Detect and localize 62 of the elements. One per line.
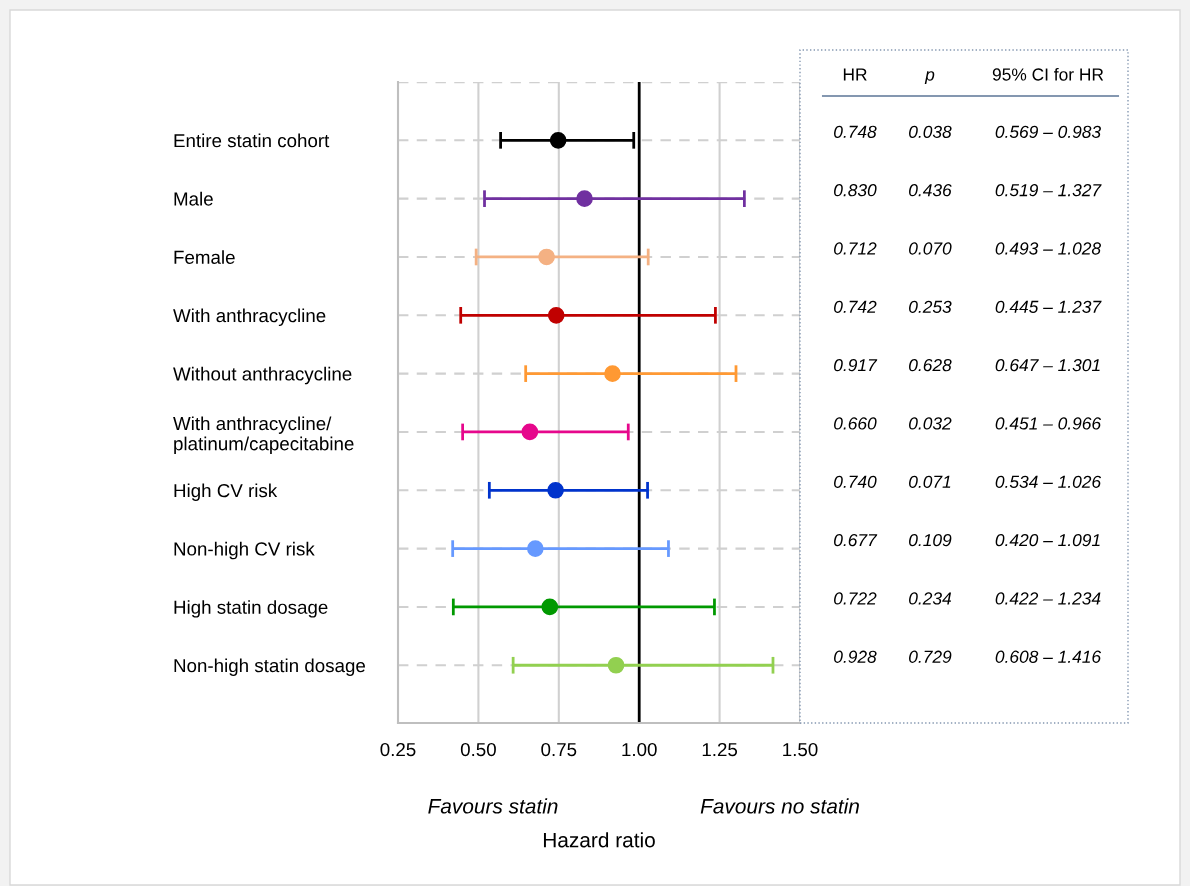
text: 0.647 – 1.301	[995, 359, 1100, 372]
point	[521, 423, 539, 441]
y-tick-label: With anthracycline	[173, 308, 326, 326]
text: 0.534 – 1.026	[995, 475, 1102, 488]
data-label: 0.677	[834, 533, 878, 547]
text: 0.420 – 1.091	[995, 533, 1100, 547]
y-tick-label: High statin dosage	[174, 600, 328, 618]
y-tick-label: Non-high statin dosage	[174, 658, 365, 676]
text: 0.253	[909, 300, 952, 313]
x-axis-title: Hazard ratio	[543, 832, 655, 848]
text: 0.569 – 0.983	[995, 125, 1101, 138]
data-label: 0.722	[834, 592, 877, 605]
text: 0.608 – 1.416	[995, 650, 1102, 663]
text: 0.519 – 1.327	[995, 184, 1102, 197]
text: 0.071	[909, 475, 951, 488]
x-tick-label: 0.50	[460, 742, 496, 757]
data-label: 0.742	[834, 300, 877, 313]
y-tick-label: Entire statin cohort	[174, 133, 330, 148]
text: Favours no statin	[700, 798, 859, 814]
point	[607, 656, 625, 674]
data-label: 0.928	[834, 650, 877, 663]
y-tick-label: Without anthracycline	[173, 366, 352, 385]
text: 0.109	[909, 533, 952, 547]
text: 0.038	[909, 125, 952, 138]
y-tick-label: Female	[174, 250, 235, 264]
text: 0.493 – 1.028	[995, 242, 1101, 255]
x-tick-label: 0.25	[380, 742, 416, 757]
y-tick-label: With anthracycline/ platinum/capecitabine	[173, 416, 354, 455]
x-tick-label: 1.00	[622, 742, 657, 757]
point	[526, 540, 544, 557]
data-label: 0.830	[834, 184, 877, 197]
text: 0.628	[909, 359, 952, 372]
y-tick-label: High CV risk	[174, 483, 278, 501]
text: 0.729	[909, 650, 952, 663]
x-tick-label: 1.25	[702, 742, 738, 757]
data-label: 0.660	[834, 417, 877, 430]
text: Favours statin	[428, 798, 558, 814]
x-tick-label: 0.75	[541, 742, 577, 757]
y-tick-label: Non-high CV risk	[174, 541, 315, 560]
text: p	[924, 71, 935, 85]
text: 0.445 – 1.237	[995, 300, 1102, 313]
text: 0.032	[909, 417, 952, 430]
point	[547, 306, 565, 324]
x-tick-label: 1.50	[783, 742, 818, 757]
y-tick-label: Male	[174, 191, 213, 206]
data-label: 0.740	[834, 475, 877, 488]
text: 0.422 – 1.234	[995, 592, 1101, 605]
text: 0.234	[909, 592, 952, 605]
data-label: 0.712	[834, 242, 877, 255]
point	[538, 248, 555, 266]
point	[547, 481, 564, 499]
data-label: 0.917	[834, 359, 878, 372]
text: HR	[843, 68, 867, 81]
point	[541, 598, 559, 616]
text: 0.451 – 0.966	[995, 417, 1102, 430]
data-label: 0.748	[834, 125, 877, 138]
point	[549, 131, 567, 149]
point	[604, 365, 621, 382]
text: 0.070	[909, 242, 952, 255]
text: 0.436	[909, 184, 952, 197]
point	[576, 190, 593, 207]
text: 95% CI for HR	[992, 67, 1104, 81]
